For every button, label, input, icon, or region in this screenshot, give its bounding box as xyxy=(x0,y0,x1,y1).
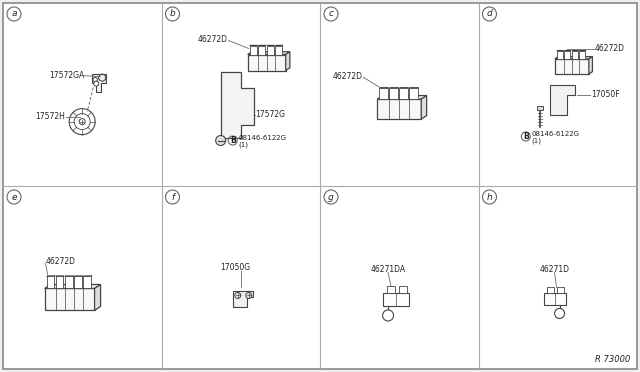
Text: 17572GA: 17572GA xyxy=(49,71,84,80)
Bar xyxy=(65,276,73,288)
Polygon shape xyxy=(555,57,593,59)
Polygon shape xyxy=(267,45,275,46)
Circle shape xyxy=(246,292,252,298)
Text: b: b xyxy=(170,10,175,19)
Text: 17572H: 17572H xyxy=(35,112,65,121)
Text: B: B xyxy=(230,136,236,145)
Bar xyxy=(564,51,570,59)
Bar xyxy=(275,46,282,55)
Text: a: a xyxy=(12,10,17,19)
Bar xyxy=(83,276,91,288)
Polygon shape xyxy=(275,45,283,46)
Circle shape xyxy=(216,135,226,145)
Circle shape xyxy=(235,292,241,298)
Bar xyxy=(389,88,397,99)
Bar xyxy=(543,294,566,305)
Circle shape xyxy=(79,119,85,125)
Bar xyxy=(258,46,265,55)
Text: 17572G: 17572G xyxy=(255,110,285,119)
Text: 46272D: 46272D xyxy=(45,257,76,266)
Text: 46272D: 46272D xyxy=(595,44,625,53)
Bar xyxy=(399,286,407,293)
Bar xyxy=(74,276,82,288)
Text: 46272D: 46272D xyxy=(198,35,228,44)
Text: e: e xyxy=(12,192,17,202)
Text: (1): (1) xyxy=(532,137,542,144)
Text: (1): (1) xyxy=(239,141,249,148)
Polygon shape xyxy=(380,87,389,88)
Text: h: h xyxy=(486,192,492,202)
Polygon shape xyxy=(421,96,427,119)
Text: 46271D: 46271D xyxy=(540,265,570,274)
Polygon shape xyxy=(250,45,257,46)
Bar xyxy=(56,276,63,288)
Circle shape xyxy=(93,77,97,82)
Polygon shape xyxy=(555,59,589,74)
Bar xyxy=(47,276,54,288)
Polygon shape xyxy=(579,50,586,51)
Polygon shape xyxy=(589,57,593,74)
Bar xyxy=(267,46,274,55)
Bar xyxy=(250,46,257,55)
Polygon shape xyxy=(389,87,399,88)
Polygon shape xyxy=(550,84,575,115)
Text: 46272D: 46272D xyxy=(332,72,362,81)
Bar xyxy=(399,88,408,99)
Text: c: c xyxy=(328,10,333,19)
Text: g: g xyxy=(328,192,334,202)
Bar xyxy=(547,288,554,294)
Polygon shape xyxy=(248,52,290,55)
Polygon shape xyxy=(233,291,253,308)
Polygon shape xyxy=(92,74,106,92)
Bar xyxy=(537,106,543,109)
Polygon shape xyxy=(377,99,421,119)
Text: 17050G: 17050G xyxy=(221,263,251,272)
Polygon shape xyxy=(248,55,285,71)
Polygon shape xyxy=(95,285,100,311)
Text: 08146-6122G: 08146-6122G xyxy=(239,135,287,141)
Bar xyxy=(380,88,388,99)
Polygon shape xyxy=(285,52,290,71)
Text: 08146-6122G: 08146-6122G xyxy=(532,131,580,138)
Text: 46271DA: 46271DA xyxy=(371,265,406,274)
Text: f: f xyxy=(171,192,174,202)
Polygon shape xyxy=(258,45,266,46)
Polygon shape xyxy=(45,288,95,311)
Circle shape xyxy=(93,81,99,86)
Text: 17050F: 17050F xyxy=(591,90,620,99)
Polygon shape xyxy=(409,87,419,88)
Polygon shape xyxy=(221,71,253,138)
Bar xyxy=(383,293,409,306)
Bar xyxy=(557,288,564,294)
Bar xyxy=(557,51,563,59)
Polygon shape xyxy=(399,87,409,88)
Bar xyxy=(409,88,418,99)
Text: R 73000: R 73000 xyxy=(595,355,630,364)
Polygon shape xyxy=(564,50,571,51)
Bar xyxy=(387,286,395,293)
Text: B: B xyxy=(523,132,529,141)
Bar xyxy=(579,51,586,59)
Bar xyxy=(572,51,578,59)
Polygon shape xyxy=(45,285,100,288)
Polygon shape xyxy=(377,96,427,99)
Polygon shape xyxy=(557,50,564,51)
Text: d: d xyxy=(486,10,492,19)
Polygon shape xyxy=(572,50,579,51)
